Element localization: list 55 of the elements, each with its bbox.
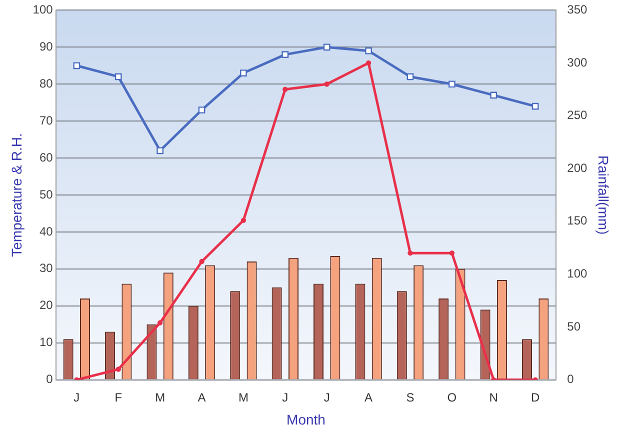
point <box>282 86 288 92</box>
y2-tick-label: 150 <box>567 214 588 228</box>
y-tick-label: 20 <box>39 298 54 312</box>
y2-tick-label: 350 <box>567 2 588 17</box>
y-tick-label: 10 <box>39 335 54 350</box>
point <box>406 73 414 80</box>
y-tick-label: 90 <box>39 39 54 54</box>
point <box>366 60 372 66</box>
y2-tick-label: 50 <box>567 319 581 334</box>
x-tick-label: A <box>364 390 373 404</box>
y2-axis-title: Rainfall(mm) <box>596 155 612 235</box>
x-tick-label: O <box>447 390 457 404</box>
point <box>73 62 80 70</box>
y2-tick-label: 100 <box>567 266 588 281</box>
x-tick-label: M <box>155 390 166 404</box>
point <box>490 92 498 99</box>
x-tick-label: S <box>406 390 414 404</box>
point <box>198 106 206 114</box>
x-tick-label: A <box>198 390 206 404</box>
y2-tick-label: 0 <box>567 372 574 386</box>
point <box>114 73 122 80</box>
point <box>199 258 204 264</box>
point <box>156 147 164 154</box>
point <box>323 44 330 51</box>
point <box>448 80 456 88</box>
point <box>240 70 247 76</box>
point <box>157 320 163 326</box>
y-tick-label: 60 <box>39 150 54 164</box>
y-tick-label: 40 <box>39 224 54 238</box>
y2-tick-label: 200 <box>567 160 588 175</box>
point <box>532 102 539 110</box>
x-axis-title: Month <box>286 411 326 428</box>
y-tick-label: 50 <box>39 187 54 202</box>
y-tick-label: 70 <box>39 113 54 128</box>
y2-tick-label: 250 <box>567 108 588 122</box>
x-tick-label: M <box>238 390 248 404</box>
point <box>116 366 121 372</box>
point <box>282 51 289 58</box>
y-tick-label: 0 <box>46 372 54 386</box>
point <box>324 82 330 87</box>
x-tick-label: F <box>114 390 122 404</box>
x-tick-label: D <box>530 390 540 404</box>
y-tick-label: 80 <box>39 76 54 90</box>
x-tick-label: J <box>324 390 330 404</box>
x-tick-label: J <box>74 390 80 404</box>
x-tick-label: N <box>489 390 498 404</box>
point <box>365 47 372 54</box>
point <box>240 218 246 223</box>
x-tick-label: J <box>282 390 288 404</box>
y-tick-label: 100 <box>32 2 54 17</box>
y2-tick-label: 300 <box>567 55 588 70</box>
y-tick-label: 30 <box>39 261 54 276</box>
y-axis-title: Temperature & R.H. <box>8 133 24 257</box>
point <box>449 250 455 256</box>
point <box>408 250 413 256</box>
